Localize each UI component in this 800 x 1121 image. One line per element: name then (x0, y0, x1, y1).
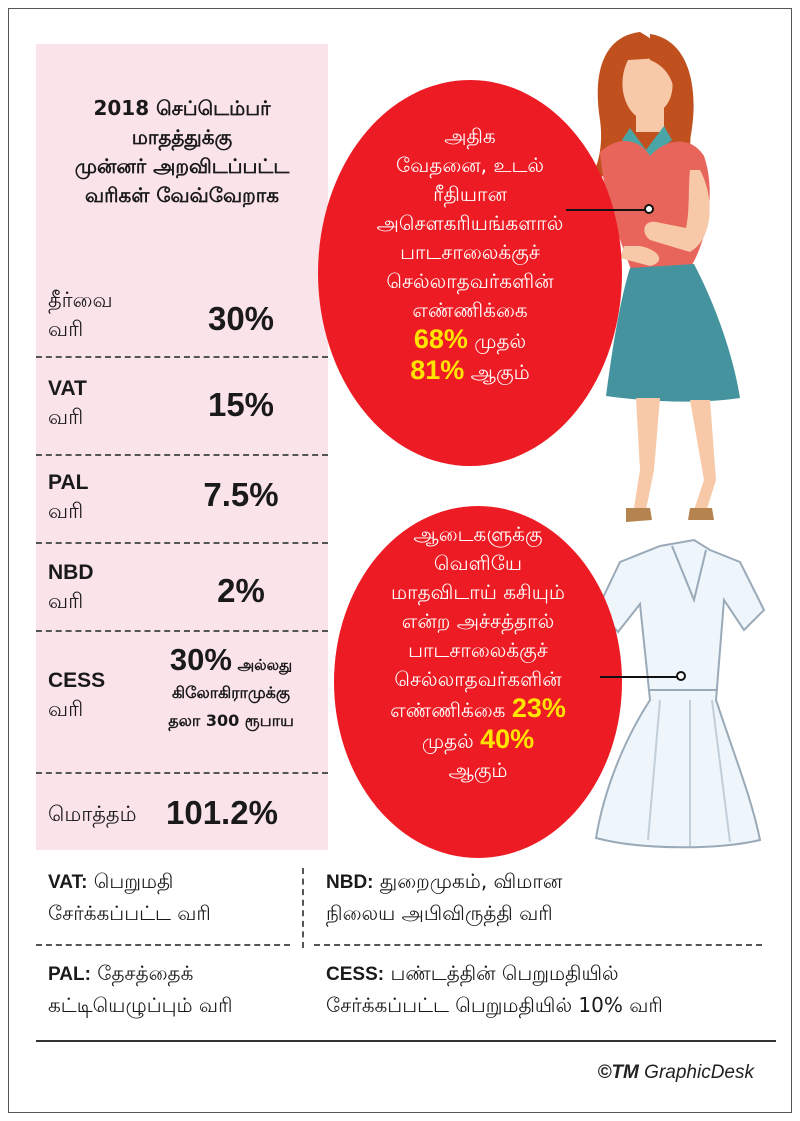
gloss-pal: PAL: தேசத்தைக் கட்டியெழுப்பும் வரி (48, 958, 232, 1020)
oval-pain-pct1: 68% (413, 324, 468, 354)
tax-value: 15% (207, 386, 275, 423)
infographic-frame (8, 8, 792, 1113)
leg-right (690, 400, 716, 512)
skirt-shape (606, 264, 740, 402)
heading-line-1: 2018 செப்டெம்பர் (93, 96, 271, 120)
tax-row-nbd: NBD வரி 2% (36, 542, 328, 628)
gloss-pal-key: PAL: (48, 964, 91, 985)
heading-line-3: முன்னர் அறவிடப்பட்ட (74, 154, 290, 178)
shoe-right (688, 508, 714, 520)
tax-word: வரி (48, 405, 84, 429)
oval-leak: ஆடைகளுக்கு வெளியே மாதவிடாய் கசியும் என்ற… (334, 506, 622, 858)
oval-pain-pct2: 81% (410, 355, 465, 385)
oval-pain-line: அசௌகரியங்களால் (376, 211, 564, 235)
tax-value: 30% (207, 300, 275, 337)
tax-row-cess: CESS வரி 30% அல்லது கிலோகிராமுக்கு தலா 3… (36, 630, 328, 770)
dress-collar (671, 545, 707, 604)
oval-leak-line: செல்லாதவர்களின் (394, 667, 562, 691)
shoe-left (626, 508, 652, 522)
cess-line-2: கிலோகிராமுக்கு (172, 683, 290, 702)
gloss-cess-line2: சேர்க்கப்பட்ட பெறுமதியில் 10% வரி (326, 993, 663, 1017)
credit-symbol: ©TM (597, 1062, 639, 1083)
tax-code: PAL (48, 471, 89, 494)
oval-leak-line: பாடசாலைக்குச் (408, 638, 548, 662)
cess-value: 30% அல்லது கிலோகிராமுக்கு தலா 300 ரூபாய (134, 644, 328, 735)
gloss-nbd: NBD: துறைமுகம், விமான நிலைய அபிவிருத்தி … (326, 866, 562, 928)
gloss-divider-left (36, 944, 290, 946)
arm-right (644, 170, 710, 252)
oval-leak-line: ஆடைகளுக்கு (413, 522, 543, 546)
dress-pleats (647, 699, 731, 846)
arm-left (620, 246, 660, 266)
gloss-vat-line2: சேர்க்கப்பட்ட வரி (48, 901, 211, 925)
tax-row-vat: VAT வரி 15% (36, 356, 328, 442)
oval-leak-line: வெளியே (433, 551, 523, 575)
pointer-line-top (566, 209, 646, 211)
tax-code: CESS (48, 669, 106, 692)
graphic-credit: ©TM GraphicDesk (597, 1062, 754, 1084)
gloss-cess: CESS: பண்டத்தின் பெறுமதியில் சேர்க்கப்பட… (326, 958, 663, 1020)
oval-pain-word1: முதல் (474, 329, 527, 353)
gloss-pal-line1: தேசத்தைக் (97, 961, 194, 985)
pointer-line-bottom (600, 676, 678, 678)
credit-name: GraphicDesk (644, 1062, 754, 1083)
gloss-cess-key: CESS: (326, 964, 385, 985)
oval-pain-line: ரீதியான (433, 182, 507, 206)
gloss-nbd-line2: நிலைய அபிவிருத்தி வரி (326, 901, 553, 925)
gloss-pal-line2: கட்டியெழுப்பும் வரி (48, 993, 233, 1017)
oval-pain: அதிக வேதனை, உடல் ரீதியான அசௌகரியங்களால் … (318, 80, 622, 466)
tax-value: 7.5% (203, 476, 279, 513)
gloss-nbd-line1: துறைமுகம், விமான (379, 869, 563, 893)
oval-pain-word2: ஆகும் (470, 360, 530, 384)
tax-heading: 2018 செப்டெம்பர் மாதத்துக்கு முன்னர் அறவ… (36, 94, 328, 210)
gloss-divider-vertical (302, 868, 304, 948)
gloss-cess-line1: பண்டத்தின் பெறுமதியில் (390, 961, 619, 985)
oval-pain-line: வேதனை, உடல் (395, 153, 545, 177)
oval-leak-pct1: 23% (511, 693, 566, 723)
oval-leak-word: முதல் (421, 729, 474, 753)
cess-or: அல்லது (237, 656, 293, 674)
tax-row-pal: PAL வரி 7.5% (36, 454, 328, 540)
gloss-vat-key: VAT: (48, 872, 88, 893)
tax-row-excise: தீர்வை வரி 30% (36, 254, 328, 342)
oval-leak-word: எண்ணிக்கை (390, 698, 506, 722)
total-row: மொத்தம் 101.2% (36, 772, 328, 850)
oval-leak-line: என்ற அச்சத்தால் (401, 609, 555, 633)
tax-word: வரி (48, 499, 84, 523)
footer-rule (36, 1040, 776, 1042)
tax-value: 2% (217, 572, 265, 609)
tax-panel: 2018 செப்டெம்பர் மாதத்துக்கு முன்னர் அறவ… (36, 44, 328, 850)
total-label: மொத்தம் (48, 802, 137, 826)
oval-pain-line: அதிக (444, 124, 496, 148)
heading-line-2: மாதத்துக்கு (131, 125, 233, 149)
tax-word: வரி (48, 697, 84, 721)
tax-word: வரி (48, 589, 84, 613)
gloss-divider-right (314, 944, 762, 946)
hair-back (650, 34, 694, 140)
oval-pain-line: செல்லாதவர்களின் (386, 269, 554, 293)
cess-line-3: தலா 300 ரூபாய (168, 711, 294, 730)
total-value: 101.2% (166, 794, 278, 831)
oval-leak-line: மாதவிடாய் கசியும் (391, 580, 565, 604)
gloss-vat-line1: பெறுமதி (93, 869, 174, 893)
face-shape (622, 58, 673, 132)
tax-word: வரி (48, 317, 84, 341)
gloss-vat: VAT: பெறுமதி சேர்க்கப்பட்ட வரி (48, 866, 211, 928)
gloss-nbd-key: NBD: (326, 872, 374, 893)
oval-leak-line: ஆகும் (448, 758, 508, 782)
dress-shape (594, 538, 766, 849)
pointer-dot-top (644, 204, 654, 214)
cess-percent: 30% (169, 642, 232, 677)
oval-leak-pct2: 40% (480, 724, 535, 754)
leg-left (634, 398, 660, 510)
tax-code: VAT (48, 377, 87, 400)
tax-code: தீர்வை (48, 288, 113, 312)
heading-line-4: வரிகள் வேவ்வேறாக (84, 183, 279, 207)
pointer-dot-bottom (676, 671, 686, 681)
oval-pain-line: எண்ணிக்கை (412, 298, 528, 322)
oval-pain-line: பாடசாலைக்குச் (400, 240, 540, 264)
tax-code: NBD (48, 561, 94, 584)
